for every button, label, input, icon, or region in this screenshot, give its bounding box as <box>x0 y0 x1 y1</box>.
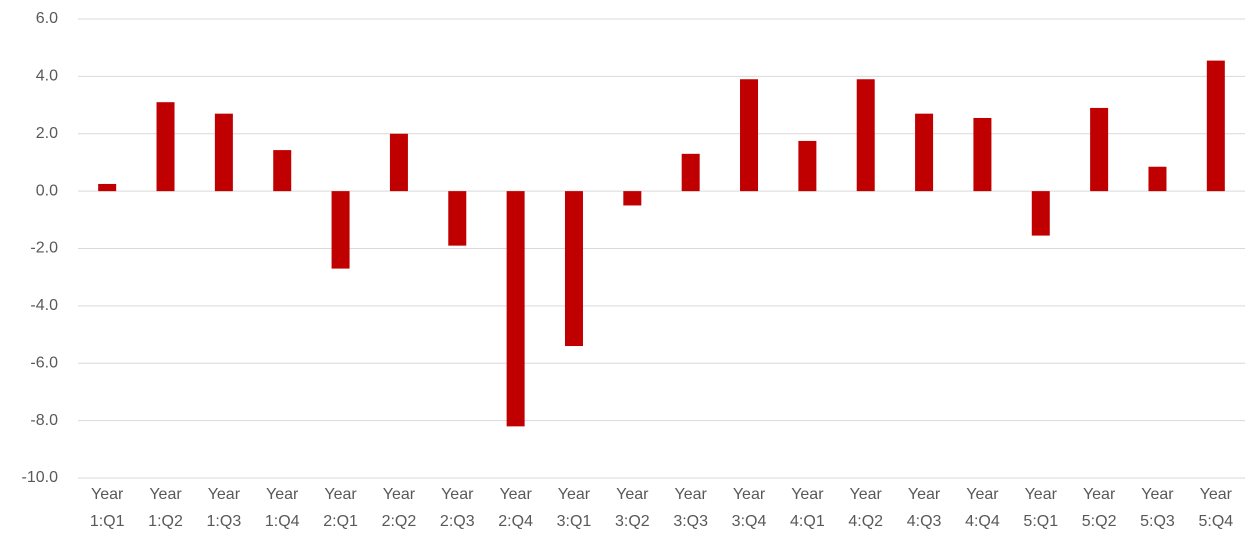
x-tick-label: Year 3:Q1 <box>556 486 592 530</box>
x-tick-label: Year 2:Q3 <box>439 486 475 530</box>
x-tick-label: Year 4:Q1 <box>790 486 825 530</box>
y-tick-label: -4.0 <box>30 297 58 314</box>
bar <box>915 113 934 192</box>
x-tick-label: Year 3:Q3 <box>673 486 709 530</box>
y-tick-label: -2.0 <box>30 240 58 257</box>
y-tick-label: -8.0 <box>30 412 58 429</box>
bar <box>1148 166 1167 192</box>
x-tick-label: Year 4:Q4 <box>965 486 1000 530</box>
bar <box>856 79 875 192</box>
bar <box>798 140 817 192</box>
x-tick-label: Year 2:Q1 <box>323 486 358 530</box>
y-tick-label: -10.0 <box>22 469 59 486</box>
x-tick-label: Year 1:Q1 <box>89 486 125 530</box>
x-tick-label: Year 5:Q1 <box>1023 486 1059 530</box>
bar <box>740 79 759 192</box>
y-tick-label: 2.0 <box>36 125 58 142</box>
bar <box>156 102 175 192</box>
x-tick-label: Year 4:Q3 <box>906 486 942 530</box>
y-tick-label: 6.0 <box>36 10 58 27</box>
x-tick-label: Year 5:Q4 <box>1198 486 1234 530</box>
bar <box>681 153 700 192</box>
bar <box>564 191 583 347</box>
bar <box>331 191 350 269</box>
y-tick-label: 4.0 <box>36 68 58 85</box>
x-tick-label: Year 1:Q3 <box>206 486 242 530</box>
x-tick-label: Year 2:Q4 <box>498 486 533 530</box>
x-tick-label: Year 5:Q2 <box>1081 486 1117 530</box>
bar <box>448 191 467 246</box>
y-tick-label: -6.0 <box>30 354 58 371</box>
bar <box>1031 191 1050 236</box>
bar <box>506 191 525 427</box>
bar <box>214 113 233 192</box>
y-tick-label: 0.0 <box>36 182 58 199</box>
bar <box>389 133 408 192</box>
x-tick-label: Year 5:Q3 <box>1140 486 1175 530</box>
bar <box>1090 107 1109 192</box>
bar <box>273 150 292 192</box>
x-tick-label: Year 4:Q2 <box>848 486 884 530</box>
x-tick-label: Year 2:Q2 <box>381 486 417 530</box>
x-tick-label: Year 1:Q4 <box>264 486 300 530</box>
bar <box>98 183 117 192</box>
bar <box>1206 60 1225 192</box>
x-tick-label: Year 3:Q4 <box>731 486 767 530</box>
x-tick-label: Year 3:Q2 <box>614 486 650 530</box>
bar <box>973 117 992 192</box>
x-tick-label: Year 1:Q2 <box>148 486 183 530</box>
bar <box>623 191 642 206</box>
